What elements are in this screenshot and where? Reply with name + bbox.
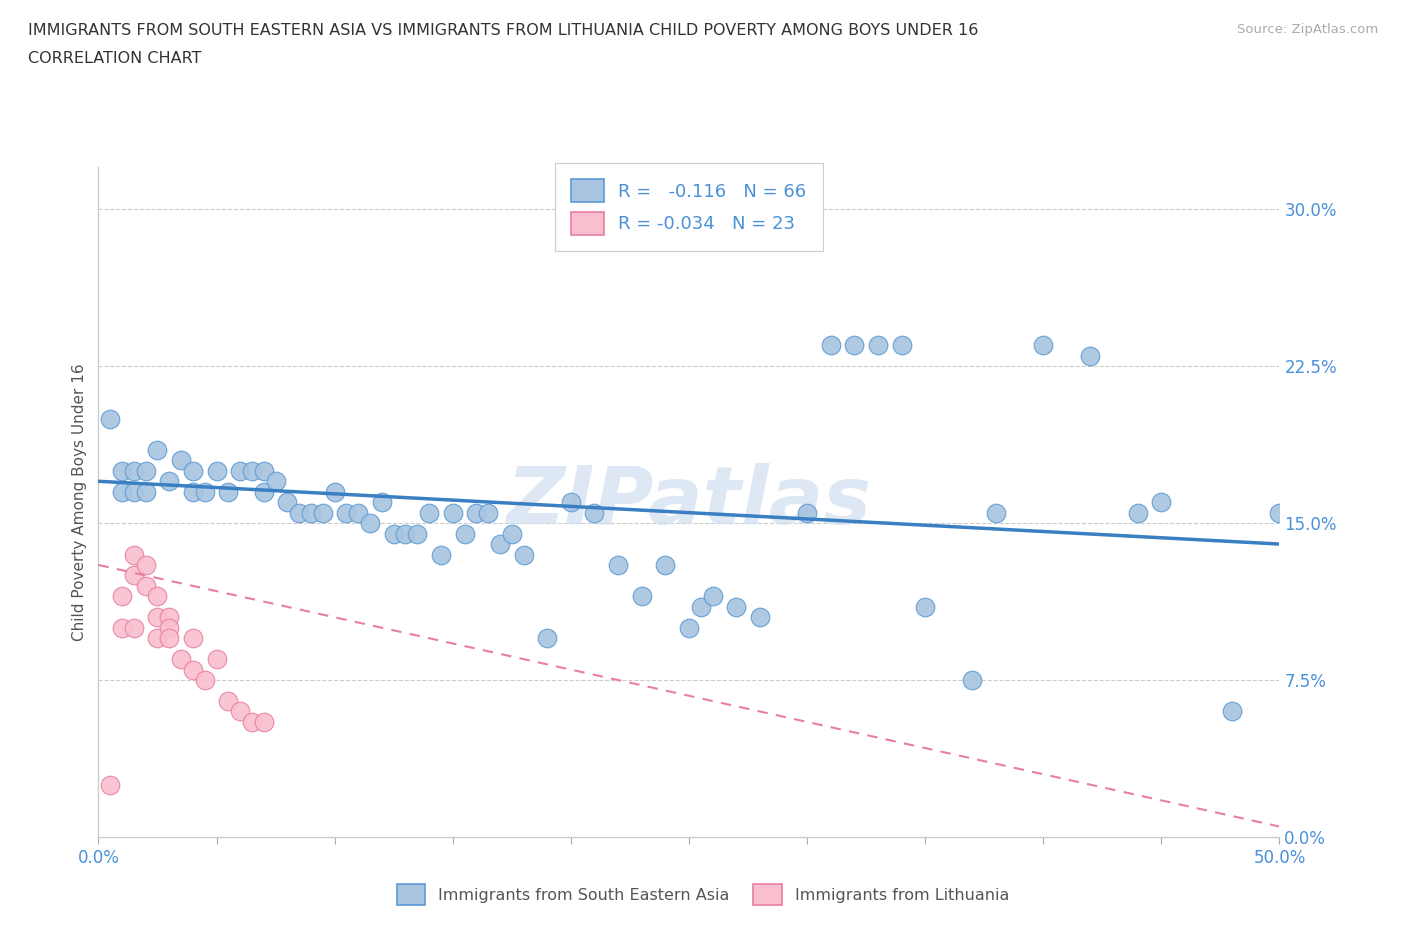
Point [135,578,157,593]
Point [607,558,630,573]
Legend: R =   -0.116   N = 66, R = -0.034   N = 23: R = -0.116 N = 66, R = -0.034 N = 23 [555,163,823,251]
Point [146,610,169,625]
Point [689,600,711,615]
Point [1126,505,1149,520]
Point [630,589,652,604]
Point [962,672,984,687]
Point [465,505,488,520]
Point [430,547,453,562]
Point [122,463,145,478]
Point [181,662,204,677]
Point [560,495,582,510]
Point [135,558,157,573]
Point [748,610,770,625]
Point [583,505,606,520]
Point [194,485,217,499]
Point [229,704,252,719]
Point [796,505,818,520]
Point [240,714,263,729]
Point [678,620,700,635]
Point [654,558,676,573]
Point [122,547,145,562]
Point [157,610,180,625]
Point [453,526,475,541]
Point [146,631,169,645]
Point [146,589,169,604]
Point [181,631,204,645]
Point [1032,338,1054,352]
Point [181,463,204,478]
Point [501,526,523,541]
Point [181,485,204,499]
Point [194,672,217,687]
Point [984,505,1007,520]
Point [217,694,239,709]
Point [135,463,157,478]
Point [406,526,429,541]
Text: Source: ZipAtlas.com: Source: ZipAtlas.com [1237,23,1378,36]
Y-axis label: Child Poverty Among Boys Under 16: Child Poverty Among Boys Under 16 [72,364,87,641]
Text: CORRELATION CHART: CORRELATION CHART [28,51,201,66]
Point [157,620,180,635]
Point [288,505,311,520]
Point [702,589,724,604]
Point [1268,505,1291,520]
Point [394,526,416,541]
Point [299,505,322,520]
Point [382,526,405,541]
Text: ZIPatlas: ZIPatlas [506,463,872,541]
Point [820,338,842,352]
Point [122,568,145,583]
Point [276,495,298,510]
Point [335,505,357,520]
Point [1220,704,1243,719]
Point [725,600,748,615]
Point [1150,495,1173,510]
Point [205,463,228,478]
Point [111,620,134,635]
Point [253,485,276,499]
Point [312,505,335,520]
Point [264,474,287,489]
Point [359,516,381,531]
Point [135,485,157,499]
Legend: Immigrants from South Eastern Asia, Immigrants from Lithuania: Immigrants from South Eastern Asia, Immi… [388,876,1018,912]
Point [323,485,346,499]
Point [536,631,558,645]
Text: IMMIGRANTS FROM SOUTH EASTERN ASIA VS IMMIGRANTS FROM LITHUANIA CHILD POVERTY AM: IMMIGRANTS FROM SOUTH EASTERN ASIA VS IM… [28,23,979,38]
Point [253,714,276,729]
Point [170,453,193,468]
Point [98,411,121,426]
Point [844,338,866,352]
Point [489,537,512,551]
Point [890,338,912,352]
Point [441,505,464,520]
Point [347,505,370,520]
Point [122,620,145,635]
Point [111,589,134,604]
Point [146,443,169,458]
Point [371,495,394,510]
Point [253,463,276,478]
Point [170,652,193,667]
Point [866,338,889,352]
Point [205,652,228,667]
Point [512,547,534,562]
Point [418,505,440,520]
Point [229,463,252,478]
Point [157,631,180,645]
Point [477,505,499,520]
Point [240,463,263,478]
Point [217,485,239,499]
Point [1080,349,1102,364]
Point [122,485,145,499]
Point [111,463,134,478]
Point [157,474,180,489]
Point [914,600,936,615]
Point [98,777,121,792]
Point [111,485,134,499]
